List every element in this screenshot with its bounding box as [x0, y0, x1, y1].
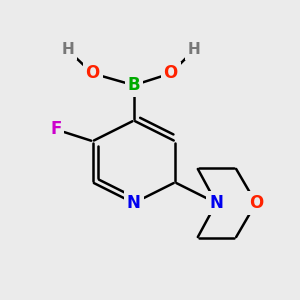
Text: O: O: [164, 64, 178, 82]
Text: H: H: [61, 42, 74, 57]
Text: F: F: [50, 120, 61, 138]
Text: O: O: [85, 64, 100, 82]
Text: H: H: [188, 42, 200, 57]
Text: N: N: [127, 194, 141, 212]
Text: O: O: [249, 194, 263, 212]
Text: N: N: [209, 194, 223, 212]
Text: B: B: [128, 76, 140, 94]
